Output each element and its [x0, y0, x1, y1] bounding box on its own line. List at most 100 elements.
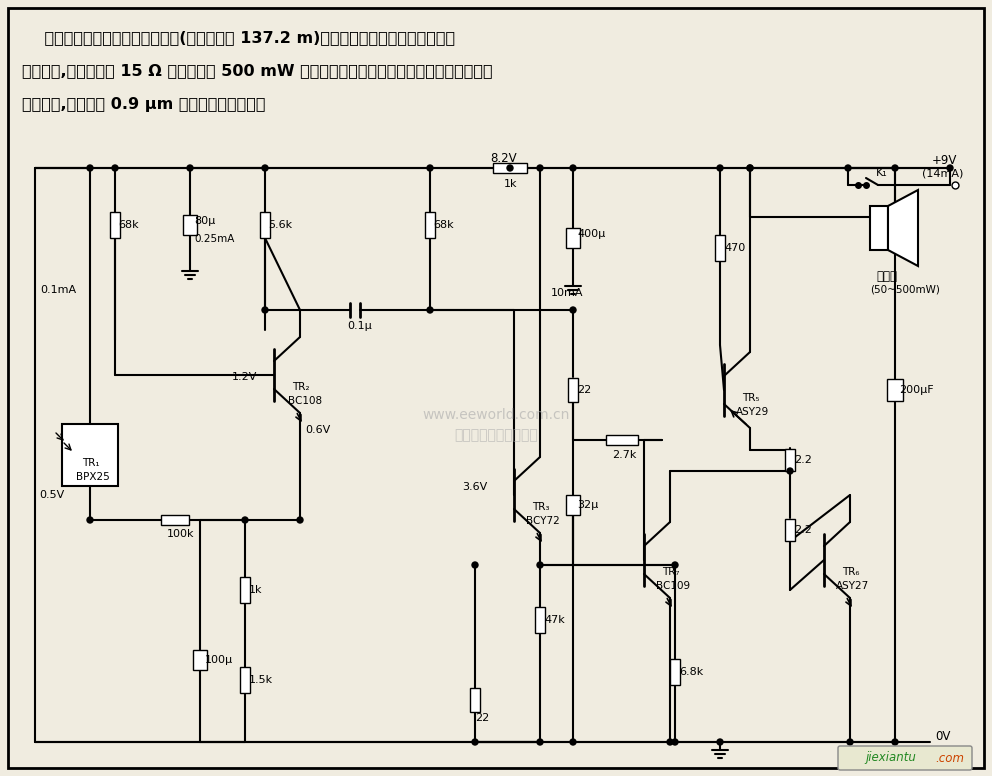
Text: 扬声器: 扬声器: [876, 269, 897, 282]
Text: 杭州猎宝科技有限公司: 杭州猎宝科技有限公司: [454, 428, 538, 442]
Text: 1.2V: 1.2V: [232, 372, 257, 382]
Text: BC108: BC108: [288, 396, 322, 406]
Text: ASY29: ASY29: [736, 407, 769, 417]
Circle shape: [297, 517, 303, 523]
Bar: [715, 235, 725, 261]
Text: 10mA: 10mA: [551, 288, 583, 298]
Text: 100μ: 100μ: [205, 655, 233, 665]
FancyBboxPatch shape: [838, 746, 972, 770]
Bar: [785, 519, 795, 541]
Circle shape: [717, 739, 723, 745]
Text: TR₃: TR₃: [532, 502, 550, 512]
Circle shape: [472, 562, 478, 568]
Circle shape: [472, 739, 478, 745]
Text: 2.2: 2.2: [794, 455, 811, 465]
Text: (14mA): (14mA): [922, 169, 963, 179]
Text: 0.5V: 0.5V: [39, 490, 64, 500]
Circle shape: [87, 517, 93, 523]
Circle shape: [262, 307, 268, 313]
Text: 1.5k: 1.5k: [249, 675, 273, 685]
Text: 2.2: 2.2: [794, 525, 811, 535]
Text: TR₁: TR₁: [82, 458, 99, 468]
Text: ASY27: ASY27: [836, 581, 869, 591]
Bar: [887, 379, 903, 401]
Text: 2.7k: 2.7k: [612, 450, 637, 460]
Text: 80μ: 80μ: [194, 216, 215, 226]
Text: www.eeworld.com.cn: www.eeworld.com.cn: [423, 408, 569, 422]
Circle shape: [672, 739, 678, 745]
Circle shape: [892, 165, 898, 171]
Text: 当光电管被适当的红外光发射机(发射距离为 137.2 m)的声音调制发光二极管所发出的: 当光电管被适当的红外光发射机(发射距离为 137.2 m)的声音调制发光二极管所…: [22, 30, 455, 46]
Bar: [470, 688, 480, 712]
Bar: [240, 667, 250, 693]
Text: 1k: 1k: [504, 179, 518, 189]
Circle shape: [672, 562, 678, 568]
Text: BCY72: BCY72: [526, 516, 559, 526]
Circle shape: [537, 165, 543, 171]
Circle shape: [947, 165, 953, 171]
Text: 100k: 100k: [167, 529, 194, 539]
Text: +9V: +9V: [932, 154, 957, 167]
Circle shape: [845, 165, 851, 171]
Bar: [425, 212, 435, 238]
Circle shape: [427, 165, 433, 171]
Text: 32μ: 32μ: [577, 500, 598, 510]
Circle shape: [427, 307, 433, 313]
Text: 0.1μ: 0.1μ: [347, 321, 372, 331]
Polygon shape: [888, 190, 918, 266]
Circle shape: [570, 307, 576, 313]
Bar: [260, 212, 270, 238]
Text: .com: .com: [935, 751, 964, 764]
Circle shape: [570, 739, 576, 745]
Text: TR₇: TR₇: [662, 567, 680, 577]
Bar: [566, 495, 580, 515]
Text: 5.6k: 5.6k: [268, 220, 292, 230]
Bar: [493, 163, 527, 173]
Bar: [193, 650, 207, 670]
Text: 1k: 1k: [249, 585, 263, 595]
Text: 47k: 47k: [544, 615, 564, 625]
Circle shape: [537, 739, 543, 745]
Circle shape: [537, 562, 543, 568]
Bar: [161, 515, 189, 525]
Circle shape: [747, 165, 753, 171]
Bar: [566, 228, 580, 248]
Bar: [785, 449, 795, 471]
Text: TR₂: TR₂: [292, 382, 310, 392]
Circle shape: [787, 468, 793, 474]
Circle shape: [187, 165, 193, 171]
Circle shape: [667, 739, 673, 745]
Bar: [870, 206, 888, 250]
Text: TR₆: TR₆: [842, 567, 859, 577]
Circle shape: [570, 165, 576, 171]
Circle shape: [87, 165, 93, 171]
Text: 0V: 0V: [935, 729, 950, 743]
Text: 便的场合,在波长为 0.9 μm 左右的条件下使用。: 便的场合,在波长为 0.9 μm 左右的条件下使用。: [22, 96, 266, 112]
Text: 0.25mA: 0.25mA: [194, 234, 234, 244]
Bar: [110, 212, 120, 238]
Text: 3.6V: 3.6V: [462, 482, 487, 492]
Text: TR₅: TR₅: [742, 393, 760, 403]
Circle shape: [892, 739, 898, 745]
Circle shape: [262, 165, 268, 171]
Bar: [240, 577, 250, 603]
Bar: [670, 659, 680, 685]
Text: 6.8k: 6.8k: [679, 667, 703, 677]
Text: 光照射时,本电路能给 15 Ω 扬声器提供 500 mW 的最大输出。该系统适用于架设电线线路不方: 光照射时,本电路能给 15 Ω 扬声器提供 500 mW 的最大输出。该系统适用…: [22, 64, 493, 78]
Circle shape: [242, 517, 248, 523]
Circle shape: [847, 739, 853, 745]
Circle shape: [747, 165, 753, 171]
Text: 200μF: 200μF: [899, 385, 933, 395]
Text: BPX25: BPX25: [76, 472, 110, 482]
Circle shape: [507, 165, 513, 171]
Bar: [568, 378, 578, 402]
Bar: [62, 424, 118, 486]
Text: 22: 22: [577, 385, 591, 395]
Text: 68k: 68k: [433, 220, 453, 230]
Text: 400μ: 400μ: [577, 229, 605, 239]
Bar: [535, 607, 545, 633]
Text: 0.6V: 0.6V: [305, 425, 330, 435]
Text: jiexiantu: jiexiantu: [865, 751, 916, 764]
Text: BC109: BC109: [656, 581, 690, 591]
Text: K₁: K₁: [876, 168, 888, 178]
